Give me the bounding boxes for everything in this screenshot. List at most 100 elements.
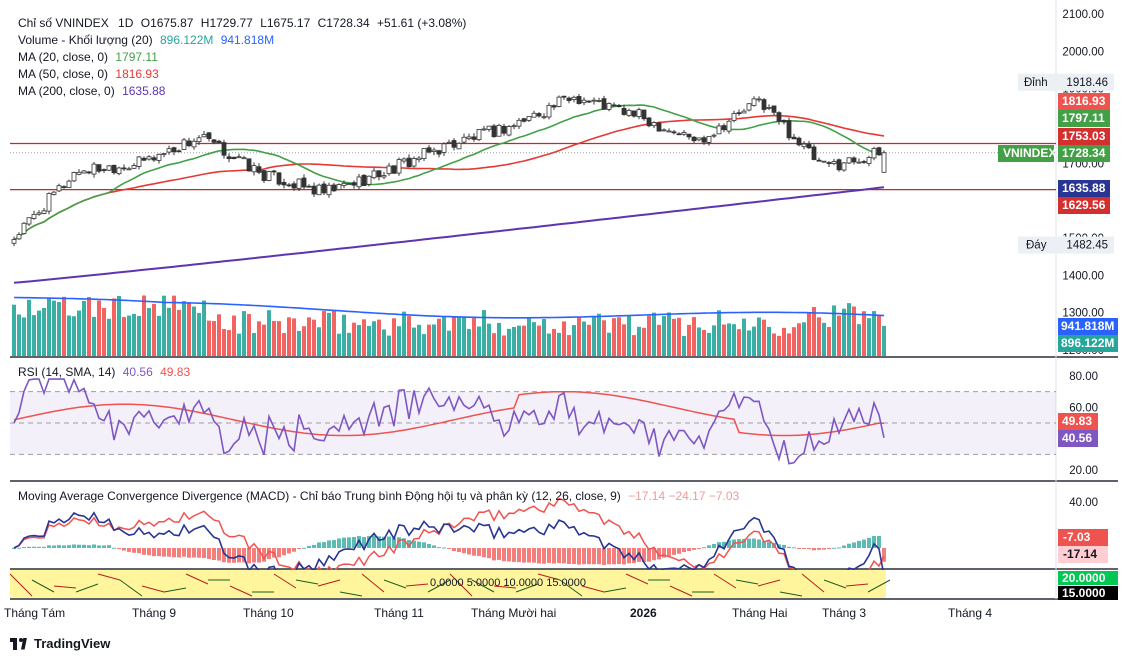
volume-bar (247, 314, 251, 356)
candle-body (796, 137, 802, 146)
volume-bar (212, 321, 216, 356)
volume-bar (637, 326, 641, 356)
legend-macd: Moving Average Convergence Divergence (M… (18, 488, 743, 505)
volume-bar (407, 316, 411, 356)
candle (356, 173, 362, 190)
macd-histogram-bar (857, 540, 861, 548)
macd-histogram-bar (517, 548, 521, 563)
volume-bar (832, 305, 836, 356)
volume-bar (577, 316, 581, 356)
tradingview-logo[interactable]: TradingView (10, 636, 110, 651)
candle (521, 117, 527, 123)
volume-bar (157, 315, 161, 356)
candle-body (481, 128, 487, 131)
volume-bar (197, 312, 201, 356)
candle (871, 146, 877, 161)
price-tag (1058, 197, 1110, 214)
macd-histogram-bar (332, 540, 336, 548)
volume-bar (427, 324, 431, 356)
macd-histogram-bar (552, 548, 556, 564)
candle-body (181, 139, 187, 150)
ma20-label: MA (20, close, 0) (18, 50, 109, 64)
volume-bar (342, 314, 346, 356)
volume-bar (417, 324, 421, 356)
candle-body (641, 109, 647, 120)
volume-bar (367, 325, 371, 356)
candle-body (676, 133, 682, 136)
volume-bar (177, 309, 181, 356)
candle-body (531, 112, 537, 118)
macd-histogram-bar (342, 537, 346, 548)
candle (26, 217, 32, 227)
price-tag-label: 1629.56 (1062, 198, 1106, 212)
candle (241, 155, 247, 160)
candle (406, 154, 412, 168)
volume-bar (847, 303, 851, 356)
candle (676, 132, 682, 136)
candle-body (526, 116, 532, 121)
candle-body (156, 153, 162, 161)
candle (801, 141, 807, 150)
candle (831, 158, 837, 166)
volume-bar (182, 301, 186, 356)
macd-histogram-bar (392, 538, 396, 548)
candle-body (806, 143, 812, 149)
candle (771, 105, 777, 116)
indicator-strip-line (845, 583, 869, 587)
macd-histogram-bar (72, 544, 76, 548)
macd-histogram-bar (152, 548, 156, 557)
candle (181, 138, 187, 151)
candle (631, 110, 637, 118)
candle (161, 152, 167, 158)
candle-body (661, 129, 667, 132)
volume-bar (502, 335, 506, 356)
volume-bar (362, 319, 366, 356)
macd-histogram-bar (872, 535, 876, 548)
candle-body (136, 156, 142, 167)
macd-histogram-bar (277, 548, 281, 558)
macd-histogram-bar (97, 545, 101, 548)
candle (116, 166, 122, 176)
volume-bar (612, 318, 616, 356)
volume-bar (192, 306, 196, 356)
macd-histogram-bar (827, 548, 831, 550)
volume-bar (67, 315, 71, 356)
time-axis-label: Tháng 11 (374, 606, 424, 620)
macd-histogram-bar (547, 548, 551, 563)
macd-histogram-bar (802, 548, 806, 549)
candle (201, 130, 207, 138)
candle (706, 136, 712, 146)
volume-bar (102, 307, 106, 356)
macd-histogram-bar (852, 542, 856, 548)
candle-body (201, 133, 207, 138)
indicator-strip-line (53, 585, 77, 589)
macd-histogram-bar (782, 544, 786, 548)
indicator-strip-line (97, 573, 121, 581)
candle-body (766, 107, 772, 109)
macd-histogram-bar (422, 542, 426, 548)
candle-body (251, 165, 257, 173)
volume-bar (497, 322, 501, 356)
candle (441, 142, 447, 157)
macd-tag (1058, 529, 1108, 546)
volume-bar (867, 318, 871, 356)
macd-histogram-bar (822, 548, 826, 550)
candle-body (556, 96, 562, 107)
candle (61, 185, 67, 189)
candle-body (151, 157, 157, 161)
candle (611, 102, 617, 107)
candle-body (241, 157, 247, 160)
candle-body (436, 150, 442, 155)
macd-histogram-bar (417, 541, 421, 548)
candle-body (391, 165, 397, 174)
legend-low: L1675.17 (260, 16, 311, 30)
candle (471, 133, 477, 142)
candle (221, 139, 227, 159)
volume-bar (667, 312, 671, 356)
volume-bar (377, 319, 381, 356)
volume-bar (317, 327, 321, 356)
candle-body (721, 125, 727, 131)
candle (791, 133, 797, 140)
candle (816, 157, 822, 162)
